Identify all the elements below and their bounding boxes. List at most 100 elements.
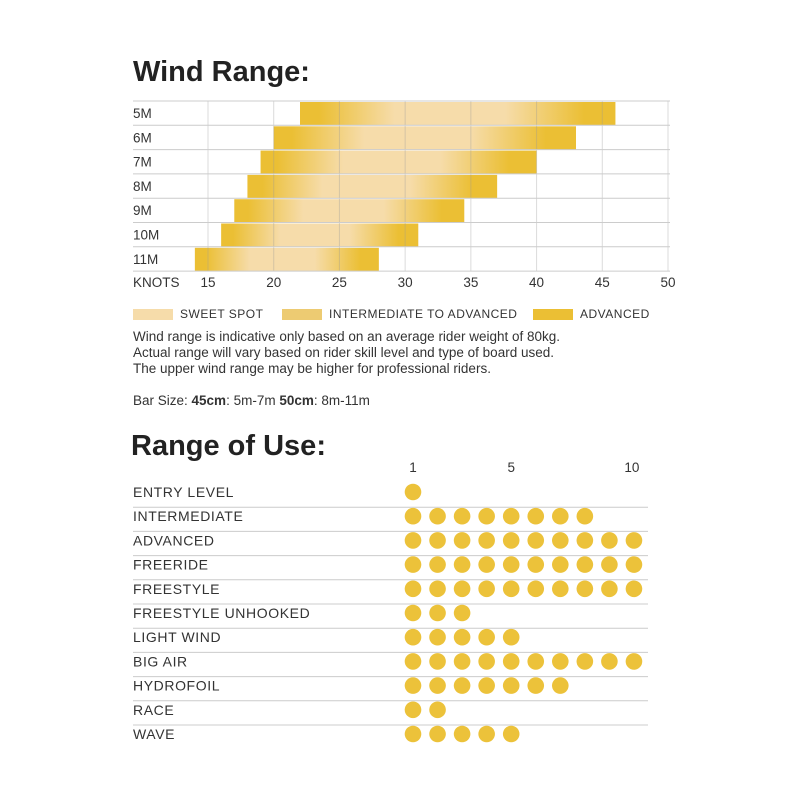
rating-dot-light-wind: [478, 628, 495, 646]
rating-dot-entry-level: [404, 483, 422, 501]
row-label-entry-level: ENTRY LEVEL: [133, 484, 234, 500]
rating-dot-wave: [429, 725, 446, 743]
rating-dot-freestyle: [601, 580, 618, 598]
legend-advanced: ADVANCED: [580, 307, 650, 321]
note-3: The upper wind range may be higher for p…: [133, 361, 491, 376]
rating-dot-freeride: [478, 556, 495, 573]
rating-dot-freeride: [404, 556, 422, 573]
rating-dot-intermediate: [502, 507, 520, 525]
rating-dot-freestyle: [429, 580, 446, 598]
rating-dot-intermediate: [552, 507, 569, 525]
rating-dot-light-wind: [502, 628, 520, 646]
rating-dot-advanced: [404, 532, 422, 549]
bar-size-label: Bar Size:: [133, 393, 192, 408]
rating-dot-wave: [453, 725, 471, 743]
row-label-race: RACE: [133, 702, 174, 718]
row-label-10m: 10M: [133, 228, 159, 243]
range-bar-5m: [300, 102, 616, 126]
row-label-light-wind: LIGHT WIND: [133, 629, 221, 645]
range-of-use-title: Range of Use:: [131, 430, 326, 462]
row-label-freestyle: FREESTYLE: [133, 581, 220, 597]
rating-dot-light-wind: [453, 628, 471, 646]
rating-dot-freestyle: [478, 580, 495, 598]
rating-dot-race: [404, 701, 422, 719]
legend-sweet: SWEET SPOT: [180, 307, 264, 321]
wind-range-title: Wind Range:: [133, 56, 310, 88]
rating-dot-advanced: [453, 532, 471, 549]
rating-dot-freestyle: [527, 580, 545, 598]
rating-dot-freeride: [576, 556, 594, 573]
rating-dot-hydrofoil: [429, 677, 446, 694]
note-1: Wind range is indicative only based on a…: [133, 329, 561, 344]
rating-dot-hydrofoil: [527, 677, 545, 694]
row-label-11m: 11M: [133, 252, 158, 267]
rating-dot-hydrofoil: [404, 677, 422, 694]
x-tick-label: 30: [398, 275, 413, 290]
rating-dot-intermediate: [576, 507, 594, 525]
legend-swatch-sweet: [133, 309, 173, 320]
x-tick-label: 25: [332, 275, 347, 290]
rating-dot-freestyle-unhooked: [404, 604, 422, 622]
rating-dot-big-air: [404, 653, 422, 670]
note-2: Actual range will vary based on rider sk…: [133, 345, 554, 360]
rating-dot-advanced: [552, 532, 569, 549]
x-tick-label: 15: [200, 275, 215, 290]
rating-dot-intermediate: [478, 507, 495, 525]
x-axis-label: KNOTS: [133, 275, 180, 290]
row-label-8m: 8M: [133, 179, 152, 194]
bar-size-50: 50cm: [279, 393, 314, 408]
scale-tick-label: 1: [409, 460, 417, 475]
rating-dot-advanced: [527, 532, 545, 549]
rating-dot-big-air: [478, 653, 495, 670]
rating-dot-freeride: [502, 556, 520, 573]
row-label-6m: 6M: [133, 130, 152, 145]
rating-dot-freestyle: [625, 580, 643, 598]
legend-intermediate: INTERMEDIATE TO ADVANCED: [329, 307, 518, 321]
row-label-freeride: FREERIDE: [133, 557, 209, 573]
rating-dot-hydrofoil: [478, 677, 495, 694]
legend-swatch-intermediate: [282, 309, 322, 320]
range-bar-11m: [194, 247, 379, 272]
rating-dot-freeride: [527, 556, 545, 573]
rating-dot-freeride: [429, 556, 446, 573]
rating-dot-freestyle: [453, 580, 471, 598]
rating-dot-advanced: [576, 532, 594, 549]
rating-dot-freestyle: [404, 580, 422, 598]
rating-dot-advanced: [625, 532, 643, 549]
rating-dot-light-wind: [404, 628, 422, 646]
rating-dot-race: [429, 701, 446, 719]
rating-dot-freestyle-unhooked: [453, 604, 471, 622]
rating-dot-big-air: [576, 653, 594, 670]
rating-dot-big-air: [429, 653, 446, 670]
rating-dot-freestyle: [576, 580, 594, 598]
rating-dot-freeride: [552, 556, 569, 573]
rating-dot-freeride: [453, 556, 471, 573]
row-label-big-air: BIG AIR: [133, 653, 188, 669]
rating-dot-freeride: [601, 556, 618, 573]
rating-dot-freestyle: [502, 580, 520, 598]
rating-dot-wave: [404, 725, 422, 743]
range-bar-10m: [221, 223, 419, 247]
range-bar-7m: [260, 150, 537, 174]
x-tick-label: 40: [529, 275, 544, 290]
legend-swatch-advanced: [533, 309, 573, 320]
row-label-hydrofoil: HYDROFOIL: [133, 678, 220, 694]
scale-tick-label: 10: [624, 460, 639, 475]
rating-dot-intermediate: [453, 507, 471, 525]
bar-size-range-1: : 5m-7m: [226, 393, 280, 408]
row-label-5m: 5M: [133, 106, 152, 121]
rating-dot-intermediate: [527, 507, 545, 525]
x-tick-label: 35: [463, 275, 478, 290]
rating-dot-hydrofoil: [502, 677, 520, 694]
range-bar-9m: [234, 199, 465, 223]
rating-dot-big-air: [552, 653, 569, 670]
rating-dot-advanced: [502, 532, 520, 549]
x-tick-label: 50: [660, 275, 675, 290]
rating-dot-big-air: [502, 653, 520, 670]
rating-dot-hydrofoil: [453, 677, 471, 694]
row-label-freestyle-unhooked: FREESTYLE UNHOOKED: [133, 605, 310, 621]
range-bar-6m: [273, 126, 576, 150]
rating-dot-intermediate: [404, 507, 422, 525]
